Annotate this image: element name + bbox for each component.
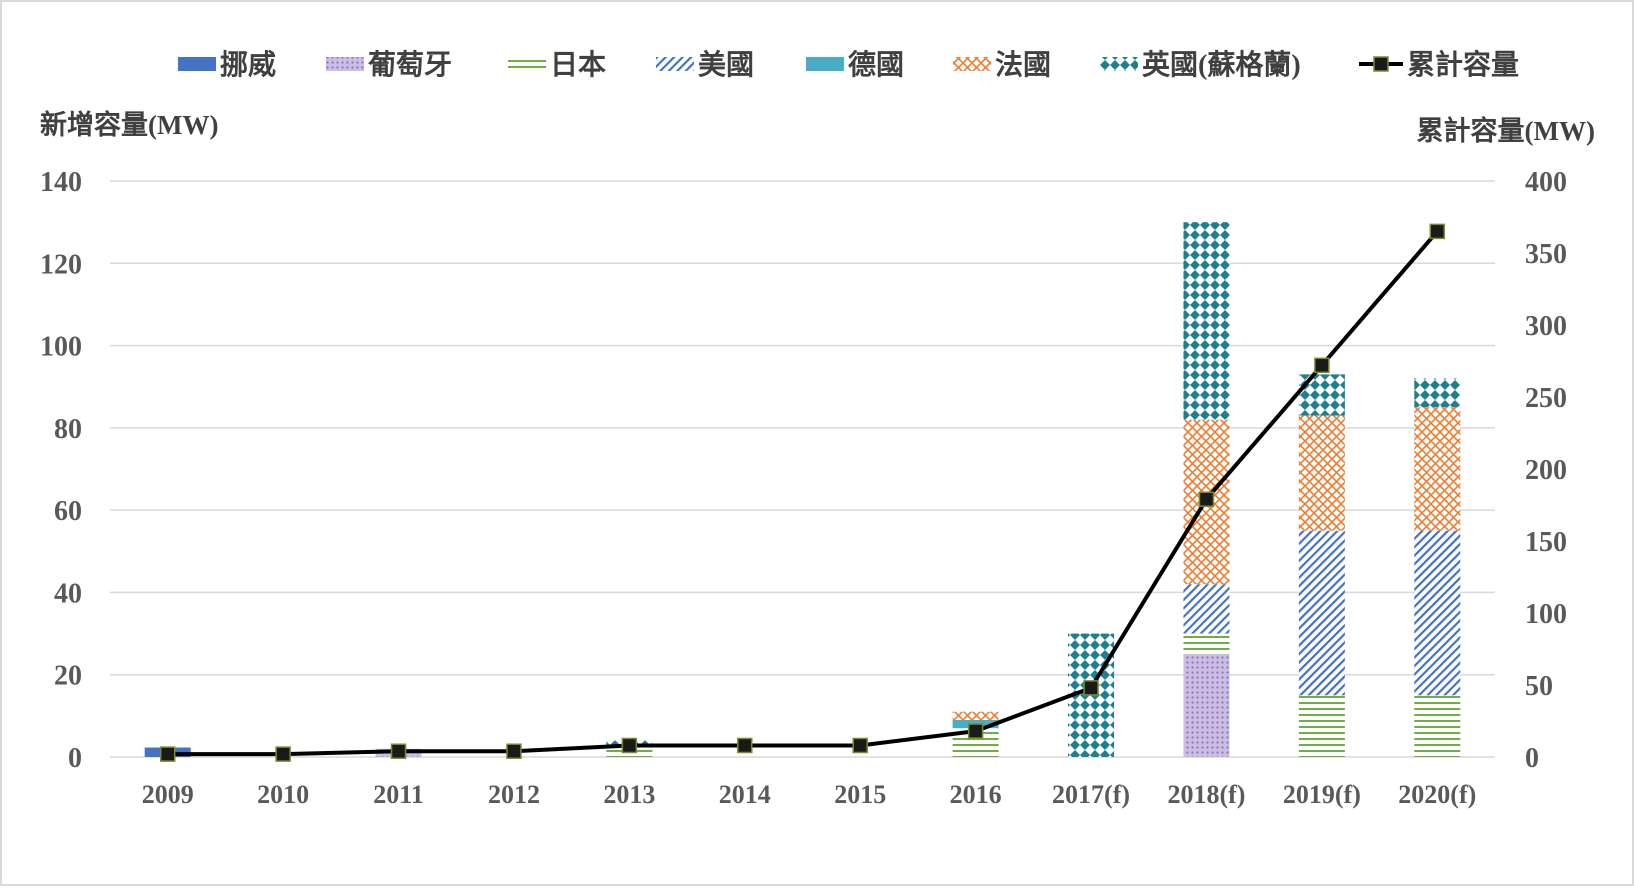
line-marker-2018-f- bbox=[1198, 491, 1215, 507]
x-category-label: 2010 bbox=[257, 780, 309, 809]
y-right-axis-title: 累計容量(MW) bbox=[1417, 115, 1595, 146]
legend-item-8: 累計容量 bbox=[1359, 48, 1519, 81]
legend-label: 美國 bbox=[698, 49, 754, 81]
line-marker-2020-f- bbox=[1429, 223, 1446, 240]
legend: 挪威 葡萄牙 日本 美國 德國 法國 英國(蘇格蘭) 累計容量 bbox=[178, 48, 1519, 81]
legend-label: 英國(蘇格蘭) bbox=[1142, 49, 1301, 81]
x-category-label: 2013 bbox=[603, 780, 655, 809]
x-category-label: 2020(f) bbox=[1398, 780, 1476, 809]
bar-segment-7-2020-f- bbox=[1414, 378, 1461, 408]
x-category-label: 2016 bbox=[950, 780, 1002, 809]
bar-segment-6-2020-f- bbox=[1414, 407, 1461, 531]
x-category-label: 2014 bbox=[719, 780, 771, 809]
legend-item-1: 挪威 bbox=[178, 49, 276, 81]
legend-swatch bbox=[178, 57, 216, 71]
legend-label: 日本 bbox=[550, 49, 606, 81]
bar-segment-4-2020-f- bbox=[1414, 530, 1461, 696]
legend-swatch-marker bbox=[1373, 56, 1389, 72]
y-right-tick-label: 50 bbox=[1525, 671, 1553, 702]
legend-swatch bbox=[1100, 57, 1138, 71]
line-marker-2014 bbox=[737, 737, 753, 754]
y-left-tick-label: 100 bbox=[40, 332, 82, 363]
y-right-tick-label: 250 bbox=[1525, 383, 1567, 414]
legend-label: 累計容量 bbox=[1407, 48, 1519, 81]
x-category-label: 2015 bbox=[834, 780, 886, 809]
bar-segment-2-2018-f- bbox=[1183, 654, 1230, 757]
y-right-tick-label: 0 bbox=[1525, 743, 1539, 774]
legend-item-7: 英國(蘇格蘭) bbox=[1100, 49, 1301, 81]
line-marker-2012 bbox=[506, 743, 522, 759]
legend-swatch bbox=[326, 57, 364, 71]
legend-item-2: 葡萄牙 bbox=[326, 49, 452, 81]
y-left-tick-label: 60 bbox=[54, 496, 82, 527]
legend-swatch bbox=[508, 57, 546, 71]
line-marker-2010 bbox=[275, 746, 291, 762]
y-right-tick-label: 150 bbox=[1525, 527, 1567, 558]
x-category-label: 2018(f) bbox=[1167, 780, 1245, 809]
cumulative-line-path bbox=[167, 230, 1439, 757]
line-marker-2013 bbox=[621, 737, 638, 754]
x-category-labels: 2009 2010 2011 2012 2013 2014 2015 2016 2017(f) 2… bbox=[142, 780, 1477, 809]
x-category-label: 2019(f) bbox=[1283, 780, 1361, 809]
bar-segment-4-2019-f- bbox=[1298, 530, 1345, 696]
legend-item-3: 日本 bbox=[508, 49, 606, 81]
y-right-tick-label: 350 bbox=[1525, 239, 1567, 270]
x-category-label: 2012 bbox=[488, 780, 540, 809]
y-right-tick-label: 300 bbox=[1525, 311, 1567, 342]
line-marker-2017-f- bbox=[1083, 680, 1099, 696]
x-category-label: 2011 bbox=[373, 780, 424, 809]
legend-label: 法國 bbox=[995, 49, 1051, 81]
line-marker-2011 bbox=[390, 743, 407, 759]
y-left-tick-label: 40 bbox=[54, 578, 82, 609]
bar-segment-3-2018-f- bbox=[1183, 633, 1230, 655]
legend-label: 葡萄牙 bbox=[368, 49, 452, 81]
line-marker-2016 bbox=[967, 723, 984, 739]
legend-item-4: 美國 bbox=[656, 49, 754, 81]
bar-segment-7-2018-f- bbox=[1183, 222, 1230, 420]
bar-series bbox=[144, 222, 1461, 757]
y-left-tick-labels: 0 20 40 60 80 100 120 140 bbox=[40, 167, 82, 774]
line-marker-2009 bbox=[159, 746, 176, 762]
bar-segment-6-2019-f- bbox=[1298, 415, 1345, 531]
bar-segment-7-2019-f- bbox=[1298, 374, 1345, 416]
x-category-label: 2017(f) bbox=[1052, 780, 1130, 809]
legend-label: 德國 bbox=[848, 49, 904, 81]
y-left-tick-label: 80 bbox=[54, 414, 82, 445]
legend-swatch bbox=[656, 57, 694, 71]
y-right-tick-label: 400 bbox=[1525, 167, 1567, 198]
legend-label: 挪威 bbox=[220, 49, 276, 81]
cumulative-line bbox=[159, 223, 1446, 762]
y-right-tick-labels: 0 50 100 150 200 250 300 350 400 bbox=[1525, 167, 1567, 774]
x-category-label: 2009 bbox=[142, 780, 194, 809]
y-left-tick-label: 120 bbox=[40, 249, 82, 280]
y-left-tick-label: 20 bbox=[54, 661, 82, 692]
bar-segment-4-2018-f- bbox=[1183, 584, 1230, 634]
legend-item-5: 德國 bbox=[806, 49, 904, 81]
y-left-axis-title: 新增容量(MW) bbox=[40, 109, 218, 140]
y-right-tick-label: 200 bbox=[1525, 455, 1567, 486]
legend-item-6: 法國 bbox=[953, 49, 1051, 81]
line-marker-2019-f- bbox=[1314, 357, 1330, 374]
bar-segment-6-2016 bbox=[952, 711, 999, 720]
y-right-tick-label: 100 bbox=[1525, 599, 1567, 630]
y-left-tick-label: 140 bbox=[40, 167, 82, 198]
bar-segment-3-2020-f- bbox=[1414, 695, 1461, 757]
y-left-tick-label: 0 bbox=[68, 743, 82, 774]
legend-swatch bbox=[806, 57, 844, 71]
legend-swatch bbox=[953, 57, 991, 71]
gridlines bbox=[110, 180, 1495, 758]
bar-segment-3-2019-f- bbox=[1298, 695, 1345, 757]
line-marker-2015 bbox=[852, 737, 868, 754]
